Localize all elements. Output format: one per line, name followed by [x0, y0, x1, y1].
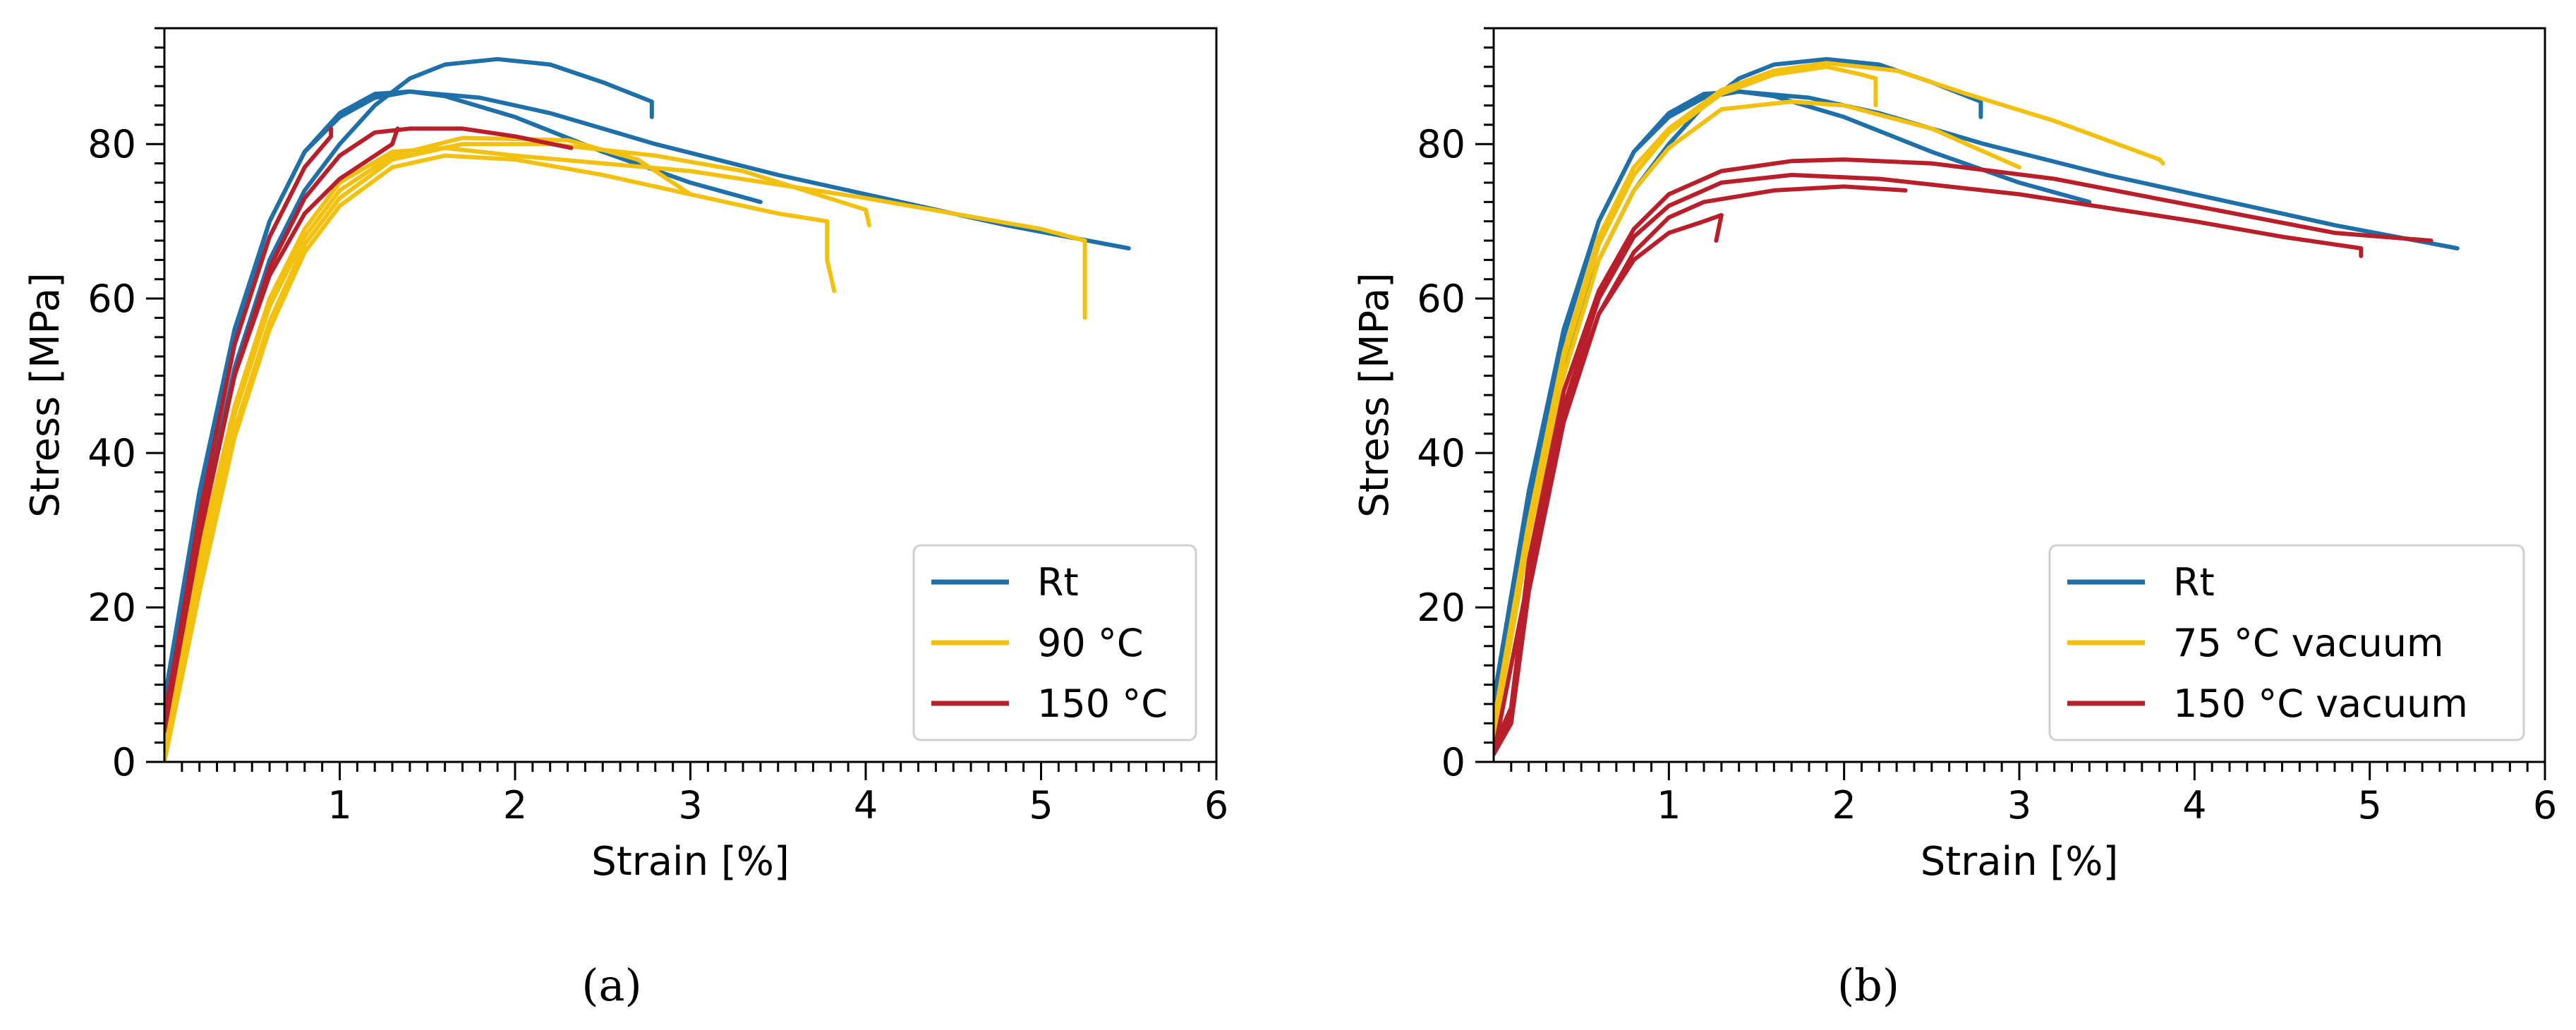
legend: Rt 90 °C 150 °C: [912, 544, 1197, 741]
series-line-2-3: [1494, 212, 1724, 757]
series-line-0-1: [1494, 89, 2460, 703]
legend-label: 90 °C: [1037, 621, 1144, 665]
legend-label: Rt: [1037, 560, 1079, 605]
y-axis-label: Stress [MPa]: [23, 272, 68, 517]
x-tick-label: 1: [327, 783, 351, 828]
legend-label: 75 °C vacuum: [2173, 621, 2444, 665]
legend: Rt 75 °C vacuum 150 °C vacuum: [2048, 544, 2525, 741]
legend-box: [912, 544, 1197, 741]
x-tick-label: 5: [1029, 783, 1053, 828]
series-line-1-1: [164, 142, 871, 749]
legend-label: Rt: [2173, 560, 2215, 605]
series-line-0-0: [164, 89, 763, 726]
x-tick-label: 3: [2007, 783, 2031, 828]
panel-label-a: (a): [581, 959, 642, 1011]
x-tick-label: 1: [1657, 783, 1681, 828]
y-tick-label: 40: [87, 431, 136, 475]
legend-label: 150 °C: [1037, 681, 1168, 726]
x-tick-label: 3: [678, 783, 702, 828]
legend-label: 150 °C vacuum: [2173, 681, 2468, 726]
x-axis-label: Strain [%]: [1921, 839, 2119, 885]
y-tick-label: 80: [1417, 122, 1465, 166]
legend-box: [2048, 544, 2525, 741]
x-tick-label: 5: [2357, 783, 2381, 828]
y-tick-label: 20: [87, 586, 136, 630]
y-tick-label: 0: [1441, 740, 1465, 784]
y-axis-label: Stress [MPa]: [1352, 272, 1398, 517]
y-tick-label: 60: [87, 277, 136, 321]
x-tick-label: 4: [2182, 783, 2206, 828]
x-tick-label: 6: [1204, 783, 1228, 828]
series-line-1-0: [164, 153, 837, 762]
panel-label-b: (b): [1837, 959, 1900, 1011]
y-tick-label: 40: [1417, 431, 1465, 475]
y-tick-label: 80: [87, 122, 136, 166]
series-line-1-1: [1494, 99, 2021, 741]
y-tick-label: 0: [112, 740, 136, 784]
x-tick-label: 2: [503, 783, 527, 828]
x-tick-label: 2: [1832, 783, 1856, 828]
series-line-2-0: [1494, 184, 1908, 757]
series-line-0-1: [164, 89, 1131, 703]
series-line-2-1: [164, 126, 574, 734]
series-line-2-2: [1494, 157, 2433, 749]
series-line-0-0: [1494, 89, 2092, 726]
curves: [1494, 56, 2460, 757]
x-axis-label: Strain [%]: [591, 839, 790, 885]
series-line-2-2: [164, 126, 400, 718]
curves: [164, 56, 1131, 762]
series-line-1-2: [164, 135, 693, 757]
series-line-0-2: [164, 56, 654, 741]
series-line-1-2: [1494, 61, 2165, 726]
series-line-2-0: [164, 126, 334, 726]
x-tick-label: 4: [854, 783, 878, 828]
y-tick-label: 60: [1417, 277, 1465, 321]
series-line-1-3: [164, 145, 1087, 734]
y-tick-label: 20: [1417, 586, 1465, 630]
x-tick-label: 6: [2533, 783, 2557, 828]
